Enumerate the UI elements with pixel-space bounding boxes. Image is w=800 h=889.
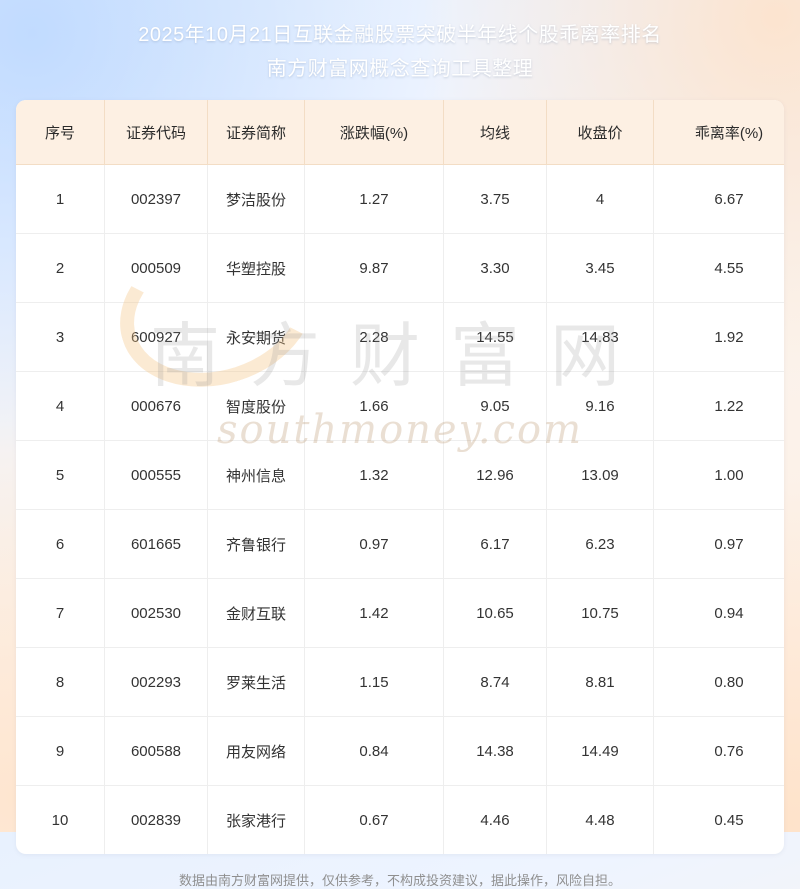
column-header-code: 证券代码 [104, 100, 208, 165]
cell-bias: 4.55 [653, 233, 784, 303]
cell-change: 1.27 [304, 164, 444, 234]
table-row: 4 000676 智度股份 1.66 9.05 9.16 1.22 [16, 371, 784, 441]
cell-name: 用友网络 [207, 716, 305, 786]
column-header-change: 涨跌幅(%) [304, 100, 444, 165]
cell-index: 8 [16, 647, 105, 717]
cell-name: 智度股份 [207, 371, 305, 441]
cell-change: 0.97 [304, 509, 444, 579]
table-row: 9 600588 用友网络 0.84 14.38 14.49 0.76 [16, 716, 784, 786]
cell-close: 14.83 [546, 302, 654, 372]
cell-bias: 0.45 [714, 811, 744, 829]
table-row: 5 000555 神州信息 1.32 12.96 13.09 1.00 [16, 440, 784, 510]
cell-ma: 8.74 [443, 647, 547, 717]
cell-ma: 10.65 [443, 578, 547, 648]
cell-close: 4 [546, 164, 654, 234]
cell-change: 0.67 [304, 785, 444, 854]
cell-bias: 1.22 [653, 371, 784, 441]
cell-close: 14.49 [546, 716, 654, 786]
table-row: 10 002839 张家港行 0.67 4.46 4.48 0.45 [16, 785, 784, 854]
cell-name: 罗莱生活 [207, 647, 305, 717]
cell-close: 8.81 [546, 647, 654, 717]
cell-code: 002530 [104, 578, 208, 648]
cell-bias: 0.94 [653, 578, 784, 648]
cell-code: 601665 [104, 509, 208, 579]
cell-index: 2 [16, 233, 105, 303]
cell-code: 000509 [104, 233, 208, 303]
ranking-table-card: 序号 证券代码 证券简称 涨跌幅(%) 均线 收盘价 乖离率(%) 1 0023… [16, 100, 784, 854]
cell-ma: 12.96 [443, 440, 547, 510]
cell-code: 000555 [104, 440, 208, 510]
cell-code: 002839 [104, 785, 208, 854]
cell-index: 5 [16, 440, 105, 510]
table-head: 序号 证券代码 证券简称 涨跌幅(%) 均线 收盘价 乖离率(%) [16, 100, 784, 165]
cell-change: 1.66 [304, 371, 444, 441]
cell-change: 1.42 [304, 578, 444, 648]
cell-index: 1 [16, 164, 105, 234]
cell-index: 6 [16, 509, 105, 579]
cell-name: 齐鲁银行 [207, 509, 305, 579]
column-header-name: 证券简称 [207, 100, 305, 165]
table-header-row: 序号 证券代码 证券简称 涨跌幅(%) 均线 收盘价 乖离率(%) [16, 100, 784, 165]
cell-bias: 1.00 [653, 440, 784, 510]
cell-close: 4.48 [546, 785, 654, 854]
cell-change: 9.87 [304, 233, 444, 303]
cell-bias: 0.80 [653, 647, 784, 717]
cell-name: 张家港行 [207, 785, 305, 854]
cell-ma: 14.55 [443, 302, 547, 372]
cell-index: 3 [16, 302, 105, 372]
table-body: 1 002397 梦洁股份 1.27 3.75 4 6.67 2 000509 … [16, 164, 784, 854]
column-header-bias: 乖离率(%) [653, 100, 784, 165]
cell-bias: 0.76 [653, 716, 784, 786]
cell-close: 6.23 [546, 509, 654, 579]
cell-code: 002293 [104, 647, 208, 717]
cell-name: 梦洁股份 [207, 164, 305, 234]
cell-code: 000676 [104, 371, 208, 441]
cell-ma: 9.05 [443, 371, 547, 441]
cell-close: 9.16 [546, 371, 654, 441]
table-row: 6 601665 齐鲁银行 0.97 6.17 6.23 0.97 [16, 509, 784, 579]
cell-code: 002397 [104, 164, 208, 234]
cell-ma: 4.46 [443, 785, 547, 854]
column-header-ma: 均线 [443, 100, 547, 165]
cell-ma: 3.30 [443, 233, 547, 303]
cell-index: 7 [16, 578, 105, 648]
column-header-close: 收盘价 [546, 100, 654, 165]
cell-index: 10 [16, 785, 105, 854]
footer-disclaimer: 数据由南方财富网提供，仅供参考，不构成投资建议，据此操作，风险自担。 [178, 873, 621, 888]
page-header: 2025年10月21日互联金融股票突破半年线个股乖离率排名 南方财富网概念查询工… [0, 0, 800, 90]
cell-name: 永安期货 [207, 302, 305, 372]
ranking-table: 序号 证券代码 证券简称 涨跌幅(%) 均线 收盘价 乖离率(%) 1 0023… [16, 100, 784, 854]
table-row: 2 000509 华塑控股 9.87 3.30 3.45 4.55 [16, 233, 784, 303]
cell-bias: 0.97 [653, 509, 784, 579]
cell-name: 华塑控股 [207, 233, 305, 303]
cell-name: 神州信息 [207, 440, 305, 510]
cell-close: 13.09 [546, 440, 654, 510]
cell-index: 4 [16, 371, 105, 441]
table-row: 7 002530 金财互联 1.42 10.65 10.75 0.94 [16, 578, 784, 648]
cell-name: 金财互联 [207, 578, 305, 648]
cell-ma: 3.75 [443, 164, 547, 234]
cell-close: 3.45 [546, 233, 654, 303]
cell-bias: 1.92 [653, 302, 784, 372]
page-title-line1: 2025年10月21日互联金融股票突破半年线个股乖离率排名 [138, 24, 662, 46]
table-row: 3 600927 永安期货 2.28 14.55 14.83 1.92 [16, 302, 784, 372]
cell-change: 0.84 [304, 716, 444, 786]
cell-code: 600927 [104, 302, 208, 372]
table-row: 8 002293 罗莱生活 1.15 8.74 8.81 0.80 [16, 647, 784, 717]
cell-bias: 6.67 [653, 164, 784, 234]
column-header-index: 序号 [16, 100, 105, 165]
table-row: 1 002397 梦洁股份 1.27 3.75 4 6.67 [16, 164, 784, 234]
cell-change: 1.32 [304, 440, 444, 510]
cell-ma: 6.17 [443, 509, 547, 579]
page-title-line2: 南方财富网概念查询工具整理 [266, 58, 534, 80]
cell-change: 2.28 [304, 302, 444, 372]
cell-code: 600588 [104, 716, 208, 786]
cell-ma: 14.38 [443, 716, 547, 786]
cell-close: 10.75 [546, 578, 654, 648]
cell-change: 1.15 [304, 647, 444, 717]
cell-index: 9 [16, 716, 105, 786]
